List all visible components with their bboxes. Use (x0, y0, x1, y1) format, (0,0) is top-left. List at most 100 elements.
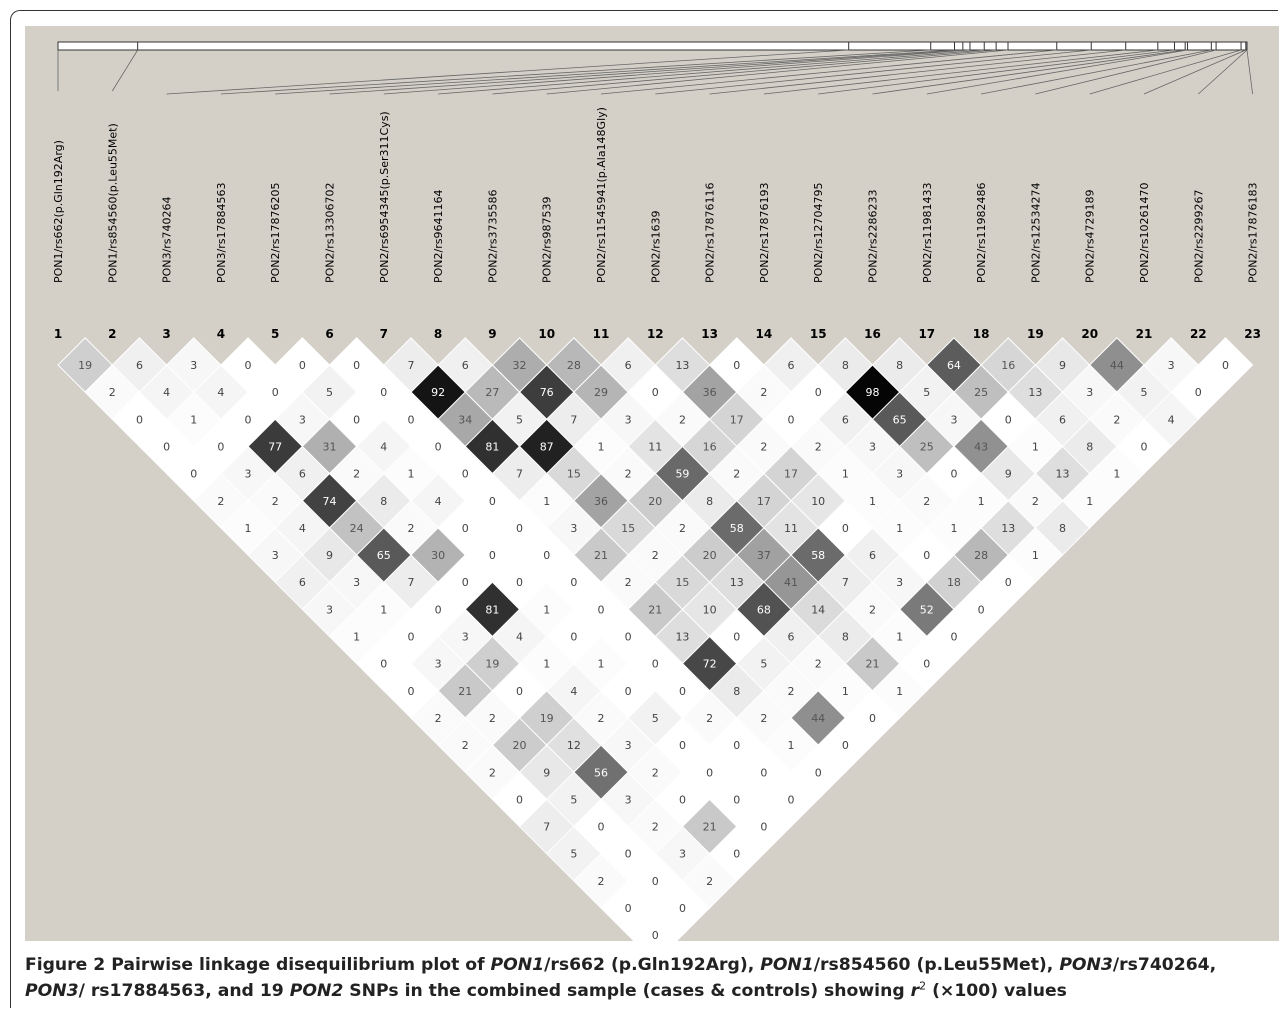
ld-value: 20 (513, 739, 527, 752)
ld-value: 2 (625, 468, 632, 481)
ld-cell (627, 907, 684, 941)
ld-value: 8 (842, 631, 849, 644)
ld-value: 2 (815, 440, 822, 453)
ld-value: 1 (869, 495, 876, 508)
physical-map (57, 41, 1253, 95)
caption-run: /rs740264, (1112, 955, 1217, 975)
ld-value: 2 (217, 495, 224, 508)
caption-run: PON1 (490, 955, 545, 975)
ld-value: 0 (679, 793, 686, 806)
ld-value: 0 (598, 821, 605, 834)
ld-value: 2 (625, 576, 632, 589)
caption-run: PON2 (289, 981, 344, 1001)
ld-value: 25 (920, 440, 934, 453)
ld-value: 3 (625, 793, 632, 806)
ld-value: 21 (648, 603, 662, 616)
ld-value: 0 (978, 603, 985, 616)
ld-value: 0 (706, 766, 713, 779)
caption-superscript: 2 (919, 979, 927, 993)
ld-value: 28 (567, 359, 581, 372)
ld-value: 2 (923, 495, 930, 508)
ld-value: 13 (675, 631, 689, 644)
ld-value: 1 (788, 739, 795, 752)
ld-value: 13 (675, 359, 689, 372)
ld-value: 2 (272, 495, 279, 508)
caption-run: PON3 (25, 981, 79, 1001)
ld-value: 1 (842, 468, 849, 481)
map-connector (1143, 49, 1246, 95)
ld-value: 44 (811, 712, 825, 725)
ld-value: 13 (730, 576, 744, 589)
ld-value: 18 (947, 576, 961, 589)
snp-label: PON2/rs17876205 (269, 183, 282, 283)
ld-value: 6 (136, 359, 143, 372)
snp-label: PON2/rs4729189 (1084, 190, 1097, 283)
ld-value: 1 (896, 522, 903, 535)
ld-value: 0 (1005, 413, 1012, 426)
ld-value: 2 (679, 413, 686, 426)
ld-value: 3 (462, 631, 469, 644)
ld-value: 0 (625, 631, 632, 644)
ld-value: 0 (923, 658, 930, 671)
ld-value: 5 (1141, 386, 1148, 399)
ld-value: 2 (1113, 413, 1120, 426)
ld-value: 2 (353, 468, 360, 481)
ld-value: 3 (245, 468, 252, 481)
ld-value: 1 (950, 522, 957, 535)
ld-value: 27 (485, 386, 499, 399)
map-connector (492, 49, 997, 95)
ld-value: 7 (842, 576, 849, 589)
ld-value: 0 (462, 576, 469, 589)
ld-value: 21 (703, 821, 717, 834)
snp-number: 21 (1136, 327, 1153, 341)
ld-value: 4 (299, 522, 306, 535)
caption-run: PON1 (760, 955, 814, 975)
ld-value: 0 (245, 413, 252, 426)
map-connector (709, 49, 1126, 95)
snp-number: 1 (54, 327, 62, 341)
ld-value: 2 (462, 739, 469, 752)
map-connector (546, 49, 1009, 95)
map-connector (981, 49, 1212, 95)
caption-run: r (910, 981, 920, 1001)
ld-value: 0 (733, 848, 740, 861)
ld-value: 0 (380, 386, 387, 399)
ld-value: 1 (543, 658, 550, 671)
ld-value: 8 (842, 359, 849, 372)
ld-value: 15 (621, 522, 635, 535)
ld-value: 12 (567, 739, 581, 752)
map-connector (275, 49, 955, 95)
caption-run: Pairwise linkage disequilibrium plot of (105, 955, 491, 975)
snp-label: PON2/rs11982486 (975, 183, 988, 283)
ld-value: 0 (815, 766, 822, 779)
snp-number: 18 (973, 327, 990, 341)
ld-value: 0 (950, 468, 957, 481)
map-connector (220, 49, 931, 95)
ld-value: 0 (652, 658, 659, 671)
ld-value: 8 (380, 495, 387, 508)
snp-number: 8 (434, 327, 442, 341)
snp-labels: PON1/rs662(p.Gln192Arg) 1 PON1/rs854560(p.… (52, 107, 1261, 341)
ld-value: 2 (598, 875, 605, 888)
ld-value: 0 (435, 440, 442, 453)
ld-value: 10 (811, 495, 825, 508)
ld-value: 7 (407, 359, 414, 372)
ld-value: 0 (652, 386, 659, 399)
ld-value: 4 (1168, 413, 1175, 426)
caption-run: /rs662 (p.Gln192Arg), (544, 955, 761, 975)
ld-value: 3 (869, 440, 876, 453)
snp-number: 15 (810, 327, 827, 341)
ld-value: 0 (869, 712, 876, 725)
ld-value: 98 (866, 386, 880, 399)
map-connector (872, 49, 1186, 95)
ld-value: 6 (788, 359, 795, 372)
map-connector (1198, 49, 1248, 95)
ld-value: 0 (136, 413, 143, 426)
ld-value: 87 (540, 440, 554, 453)
ld-value: 1 (1032, 549, 1039, 562)
snp-number: 10 (538, 327, 555, 341)
ld-value: 34 (458, 413, 472, 426)
snp-label: PON2/rs13306702 (324, 183, 337, 283)
ld-value: 0 (1141, 440, 1148, 453)
ld-value: 0 (489, 495, 496, 508)
